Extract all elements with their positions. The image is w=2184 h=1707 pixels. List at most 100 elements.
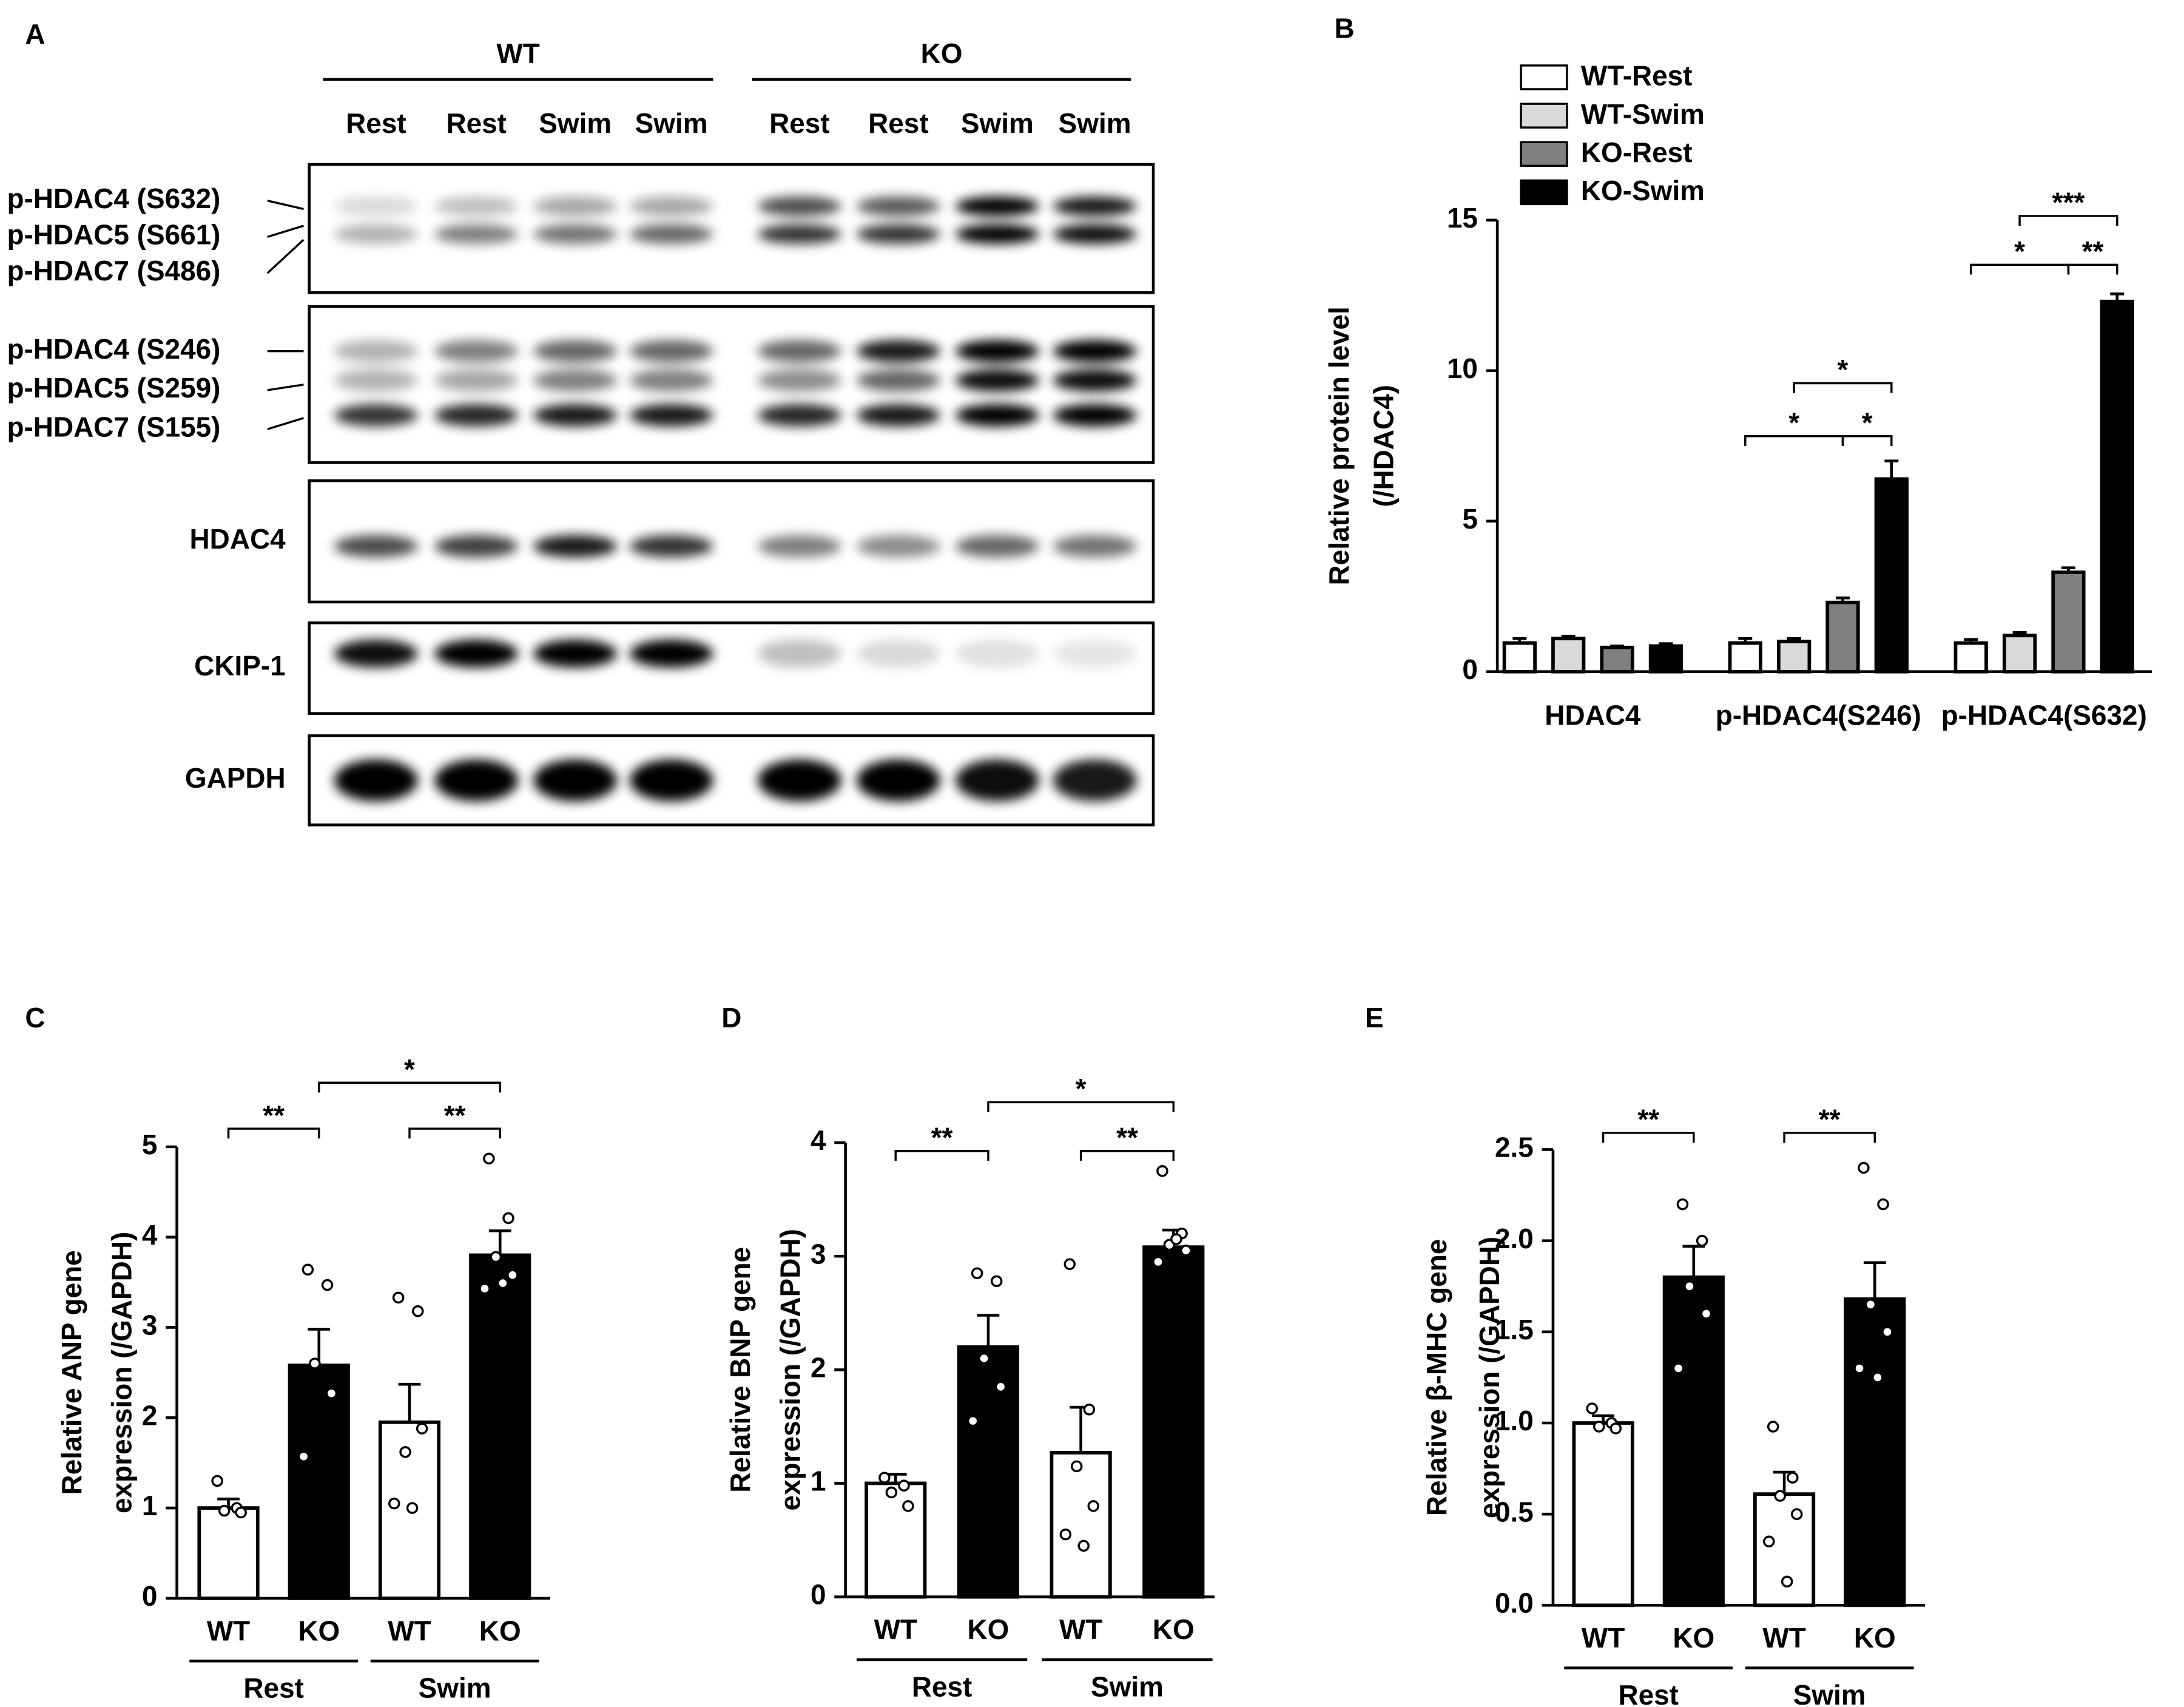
data-point xyxy=(321,1279,334,1291)
y-tick-label: 5 xyxy=(142,1129,158,1160)
data-point xyxy=(1790,1508,1803,1520)
data-point xyxy=(1858,1161,1870,1174)
y-tick-label: 4 xyxy=(142,1219,158,1251)
x-tick-label: p-HDAC4(S632) xyxy=(1941,700,2147,731)
group-label: KO xyxy=(921,38,963,69)
error-bar xyxy=(1738,637,1753,643)
label-leader xyxy=(267,384,304,391)
data-point xyxy=(1156,1165,1168,1177)
error-bar xyxy=(1964,638,1978,643)
band xyxy=(956,224,1039,244)
data-point xyxy=(878,1472,891,1484)
band xyxy=(629,640,713,668)
lane-label: Swim xyxy=(635,107,708,139)
y-tick-label: 1.0 xyxy=(1495,1405,1534,1436)
data-point xyxy=(392,1291,405,1304)
legend-label: KO-Rest xyxy=(1581,137,1693,168)
band xyxy=(334,535,418,558)
band xyxy=(533,340,618,363)
band xyxy=(757,640,841,668)
bar xyxy=(2051,570,2086,674)
data-point xyxy=(1070,1460,1083,1473)
data-point xyxy=(1672,1362,1685,1374)
y-axis-label: expression (/GAPDH) xyxy=(1474,1237,1505,1518)
significance-label: *** xyxy=(2052,187,2085,218)
lane-label: Rest xyxy=(346,107,406,139)
bar xyxy=(1753,1492,1816,1607)
significance-label: * xyxy=(1862,407,1873,439)
band xyxy=(757,404,841,427)
data-point xyxy=(966,1415,979,1427)
x-tick-label: KO xyxy=(1854,1622,1896,1654)
band xyxy=(334,224,418,244)
significance-bracket: ** xyxy=(894,1122,989,1161)
significance-label: * xyxy=(1788,407,1799,439)
data-point xyxy=(1767,1421,1779,1433)
band xyxy=(856,224,940,244)
data-point xyxy=(902,1500,914,1512)
data-point xyxy=(1763,1535,1775,1548)
data-point xyxy=(885,1486,898,1499)
band xyxy=(629,404,713,427)
y-tick-label: 0.5 xyxy=(1495,1496,1534,1527)
row-label: p-HDAC4 (S632) xyxy=(7,183,220,214)
bar xyxy=(1953,641,1988,674)
label-leader xyxy=(266,238,305,274)
data-point xyxy=(1586,1402,1598,1415)
band xyxy=(334,196,418,216)
x-tick-label: KO xyxy=(1153,1614,1195,1645)
bracket xyxy=(2067,263,2118,275)
band xyxy=(956,404,1039,427)
bracket xyxy=(1079,1150,1175,1161)
blot-frame xyxy=(308,621,1155,715)
panel-label: D xyxy=(721,1002,741,1033)
data-point xyxy=(1881,1326,1893,1338)
significance-bracket: * xyxy=(1841,407,1893,446)
significance-label: * xyxy=(1838,354,1849,385)
band xyxy=(1053,759,1137,802)
band xyxy=(956,759,1039,802)
row-label: HDAC4 xyxy=(190,523,286,555)
band xyxy=(757,759,841,802)
error-bar xyxy=(1592,1414,1614,1424)
bracket xyxy=(227,1127,320,1139)
data-point xyxy=(1077,1540,1090,1552)
x-tick-label: KO xyxy=(968,1614,1009,1645)
data-point xyxy=(490,1251,502,1263)
band xyxy=(533,535,618,558)
error-bar xyxy=(217,1497,240,1509)
label-leader xyxy=(267,225,305,238)
data-point xyxy=(1609,1422,1622,1435)
data-point xyxy=(898,1479,910,1492)
y-axis-label: Relative β-MHC gene xyxy=(1421,1239,1452,1516)
band xyxy=(334,640,418,668)
bracket xyxy=(894,1150,989,1161)
data-point xyxy=(1087,1500,1100,1512)
significance-bracket: ** xyxy=(227,1100,320,1139)
y-axis-label: expression (/GAPDH) xyxy=(775,1229,806,1510)
x-tick-label: KO xyxy=(1673,1622,1714,1654)
label-leader xyxy=(267,417,305,430)
data-point xyxy=(1592,1421,1605,1433)
error-bar xyxy=(977,1314,1000,1347)
bar xyxy=(469,1253,531,1600)
blot-bands xyxy=(334,340,1137,427)
x-tick-label: p-HDAC4(S246) xyxy=(1716,700,1921,731)
band xyxy=(533,640,618,668)
band xyxy=(757,340,841,363)
significance-label: * xyxy=(404,1053,415,1085)
data-point xyxy=(1063,1258,1076,1270)
lane-label: Rest xyxy=(446,107,507,139)
y-tick-label: 1.5 xyxy=(1495,1314,1534,1345)
bracket xyxy=(987,1101,1175,1112)
y-tick-label: 1 xyxy=(811,1465,826,1497)
band xyxy=(856,535,940,558)
band xyxy=(1053,224,1137,244)
significance-label: ** xyxy=(1819,1104,1841,1135)
band xyxy=(856,369,940,392)
bar xyxy=(1825,600,1860,674)
bracket xyxy=(1841,435,1893,446)
y-tick-label: 15 xyxy=(1447,202,1478,234)
row-label: GAPDH xyxy=(185,762,286,794)
panel-label: C xyxy=(25,1002,45,1033)
